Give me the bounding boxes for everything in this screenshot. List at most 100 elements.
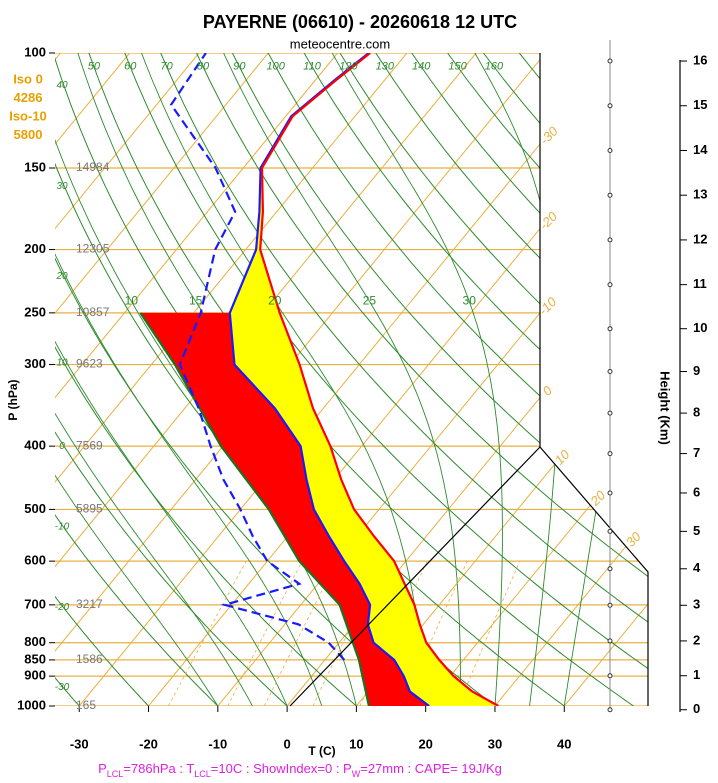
wind-station [607,58,613,64]
isobar-height: 1586 [76,652,103,666]
cape-area [140,312,430,706]
isotherm [494,53,648,706]
footer-part: =786hPa : T [123,761,194,776]
y-tick-label: 850 [24,651,46,666]
height-tick-label: 8 [693,405,700,420]
wind-station [607,326,613,332]
y-tick-label: 1000 [17,697,46,712]
isobar-height: 165 [76,698,96,712]
profile-line [139,312,370,706]
footer-part: =27mm : CAPE= 19J/Kg [360,761,502,776]
wind-station [607,490,613,496]
moist-adiabat-label: 20 [268,293,282,307]
dry-adiabat-label: 140 [412,61,431,73]
height-tick-label: 6 [693,484,700,499]
moist-adiabat-label: 10 [125,293,139,307]
dry-adiabat [303,53,648,706]
isotherm [217,53,648,706]
dry-adiabat-label: 0 [59,441,65,452]
isobar-height: 5895 [76,502,103,516]
wind-station [607,192,613,198]
height-tick-label: 14 [693,142,708,157]
moist-adiabat-label: 25 [363,293,377,307]
cape-area [229,53,499,706]
moist-adiabat [55,53,323,706]
dry-adiabat-label: 150 [448,61,467,73]
y2-axis-label: Height (Km) [658,371,673,445]
dry-adiabat-label: -20 [55,602,70,613]
isotherm [55,53,338,706]
dry-adiabat [55,53,373,706]
y-tick-label: 800 [24,634,46,649]
mixing-ratio [359,560,428,706]
height-tick-label: 5 [693,523,700,538]
x-tick-label: 10 [349,736,363,751]
moist-adiabat [55,53,253,706]
wind-station [607,410,613,416]
height-tick-label: 2 [693,632,700,647]
wind-station [607,673,613,679]
wind-station [607,368,613,374]
isotherm [78,53,616,706]
mixing-ratio [263,560,338,706]
moist-adiabat [55,53,288,706]
dry-adiabat-label: 70 [160,61,173,73]
y-tick-label: 400 [24,438,46,453]
frame-line [289,446,541,707]
freezing-level: Iso-10 [9,108,47,123]
y-tick-label: 600 [24,553,46,568]
moist-adiabat [223,53,461,706]
isobar-height: 7569 [76,438,103,452]
y-tick-label: 150 [24,159,46,174]
footer-part: LCL [107,769,124,779]
dry-adiabat-label: 60 [124,61,137,73]
dry-adiabat-label: 20 [55,271,68,282]
x-axis-label: T (C) [308,744,335,758]
height-tick-label: 7 [693,445,700,460]
moist-adiabat-label: 15 [189,293,203,307]
x-tick-label: 20 [418,736,432,751]
moist-adiabat [331,53,503,706]
isotherm-label: 0 [539,382,555,398]
freezing-level: Iso 0 [13,71,43,86]
wind-station [607,147,613,153]
x-tick-label: 40 [557,736,571,751]
profile-line [228,53,430,706]
x-tick-label: -30 [70,736,89,751]
x-tick-label: -10 [208,736,227,751]
frame-line [539,446,649,706]
height-tick-label: 3 [693,597,700,612]
dry-adiabat-label: 50 [88,61,101,73]
height-tick-label: 16 [693,52,707,67]
chart-subtitle: meteocentre.com [290,36,390,51]
isotherm [55,53,200,706]
height-tick-label: 0 [693,701,700,716]
dry-adiabat-label: 130 [376,61,395,73]
annotations: 1001502002503004005006007008008509001000… [9,40,708,751]
moist-adiabat [55,53,219,706]
height-tick-label: 12 [693,231,707,246]
footer-part: P [98,761,107,776]
dry-adiabat-label: -10 [55,522,70,533]
dry-adiabat-label: 10 [56,357,68,368]
sounding [139,53,499,706]
dry-adiabat-label: 90 [233,61,246,73]
y-tick-label: 500 [24,501,46,516]
wind-station [607,528,613,534]
dry-adiabat [231,53,648,706]
dry-adiabat-label: -30 [55,682,70,693]
dry-adiabat-label: 30 [56,181,68,192]
moist-adiabat [474,53,560,706]
wind-station [607,103,613,109]
footer-part: =10C : ShowIndex=0 : P [211,761,352,776]
footer: PLCL=786hPa : TLCL=10C : ShowIndex=0 : P… [98,761,502,779]
wind-station [607,566,613,572]
mixing-ratio [458,560,521,706]
dry-adiabat [55,53,163,706]
height-tick-label: 4 [693,560,701,575]
height-tick-label: 1 [693,667,700,682]
wind-station [607,282,613,288]
height-tick-label: 9 [693,363,700,378]
height-tick-label: 13 [693,187,707,202]
y-axis-label: P (hPa) [6,379,20,420]
